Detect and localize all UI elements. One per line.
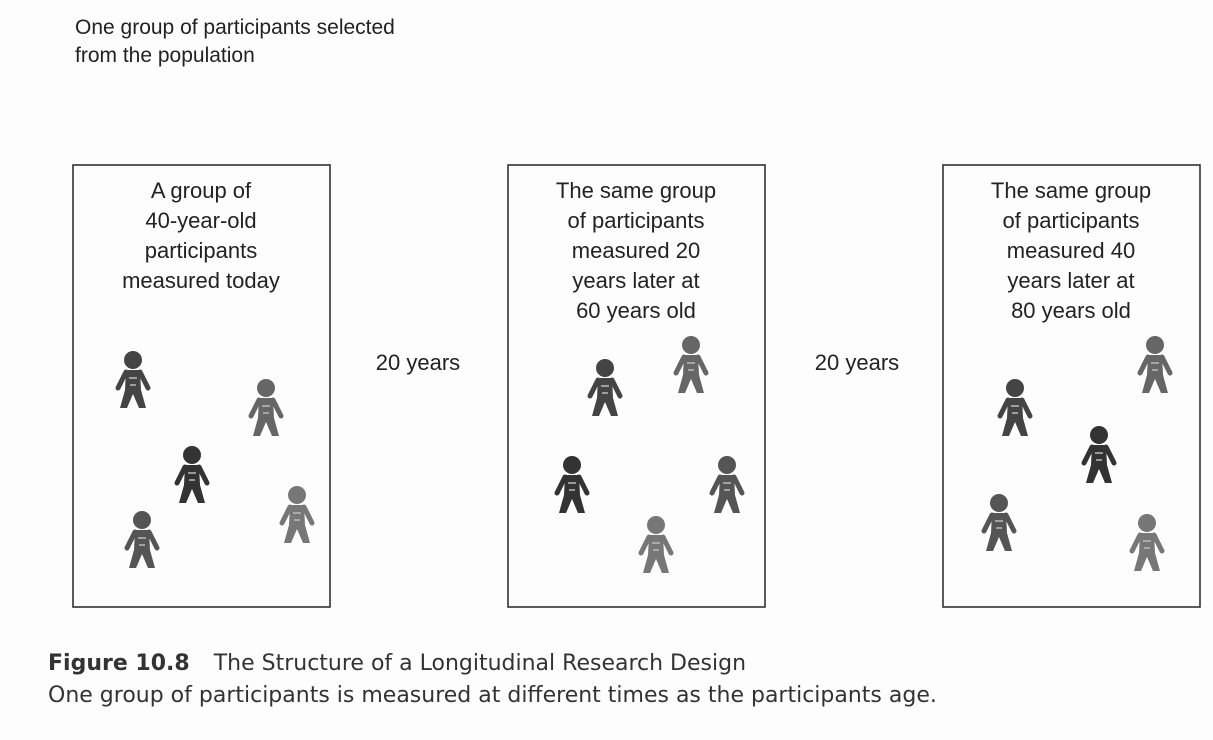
person-head (1138, 514, 1156, 532)
caption-description: One group of participants is measured at… (48, 683, 937, 708)
stage-line: years later at (572, 268, 699, 293)
person-head (257, 379, 275, 397)
person-head (1006, 379, 1024, 397)
stage-line: A group of (151, 178, 252, 203)
person-head (563, 456, 581, 474)
stage-line: 80 years old (1011, 298, 1131, 323)
stage-line: measured 20 (572, 238, 700, 263)
person-head (596, 359, 614, 377)
caption-title-line: Figure 10.8 The Structure of a Longitudin… (48, 651, 746, 676)
stage-line: years later at (1007, 268, 1134, 293)
person-head (718, 456, 736, 474)
stage-line: The same group (991, 178, 1151, 203)
interval-label: 20 years (376, 350, 460, 375)
stage-line: 40-year-old (145, 208, 256, 233)
person-head (288, 486, 306, 504)
header-line: One group of participants selected (75, 16, 395, 39)
person-head (133, 511, 151, 529)
person-head (1090, 426, 1108, 444)
stage-line: 60 years old (576, 298, 696, 323)
stage-line: of participants (1003, 208, 1140, 233)
diagram: One group of participants selected from … (0, 0, 1213, 740)
stage-line: measured today (122, 268, 280, 293)
caption-title: The Structure of a Longitudinal Research… (213, 651, 746, 676)
person-head (183, 446, 201, 464)
stage-line: participants (145, 238, 258, 263)
stage-line: The same group (556, 178, 716, 203)
person-head (990, 494, 1008, 512)
person-head (682, 336, 700, 354)
stage-line: measured 40 (1007, 238, 1135, 263)
stage-line: of participants (568, 208, 705, 233)
interval-label: 20 years (815, 350, 899, 375)
caption-label: Figure 10.8 (48, 651, 190, 676)
person-head (1146, 336, 1164, 354)
header-line: from the population (75, 44, 255, 67)
person-head (124, 351, 142, 369)
person-head (647, 516, 665, 534)
